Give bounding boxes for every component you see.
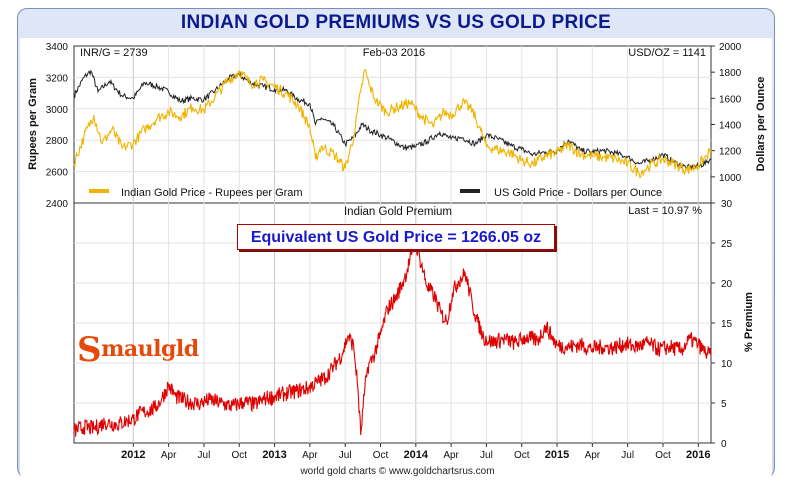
indian-gold-premium-line bbox=[73, 240, 712, 437]
x-tick-label: Oct bbox=[655, 450, 671, 461]
left-tick-label: 3400 bbox=[46, 42, 69, 53]
left-tick-label: 3200 bbox=[46, 73, 69, 84]
right-tick-label: 1800 bbox=[719, 68, 742, 79]
premium-tick-label: 30 bbox=[721, 199, 733, 210]
right-tick-label: 1400 bbox=[719, 121, 742, 132]
x-tick-label: 2013 bbox=[262, 449, 286, 461]
premium-axis-title: % Premium bbox=[743, 292, 755, 352]
left-tick-label: 3000 bbox=[46, 105, 69, 116]
premium-tick-label: 20 bbox=[721, 279, 733, 290]
legend-swatch-india bbox=[89, 189, 109, 193]
right-tick-label: 1600 bbox=[719, 94, 742, 105]
us-gold-price-line bbox=[73, 69, 712, 171]
legend-label-us: US Gold Price - Dollars per Ounce bbox=[494, 187, 662, 199]
x-tick-label: Oct bbox=[514, 450, 530, 461]
x-tick-label: Oct bbox=[231, 450, 247, 461]
equivalent-price-box: Equivalent US Gold Price = 1266.05 oz bbox=[237, 224, 555, 250]
premium-tick-label: 0 bbox=[721, 439, 727, 450]
premium-panel-title: Indian Gold Premium bbox=[344, 206, 452, 218]
left-tick-label: 2800 bbox=[46, 136, 69, 147]
x-tick-label: Jul bbox=[198, 450, 211, 461]
x-tick-label: Jul bbox=[480, 450, 493, 461]
inr-value-label: INR/G = 2739 bbox=[80, 47, 148, 59]
premium-tick-label: 25 bbox=[721, 239, 733, 250]
x-tick-label: Apr bbox=[161, 450, 177, 461]
premium-tick-label: 10 bbox=[721, 359, 733, 370]
page-title: INDIAN GOLD PREMIUMS VS US GOLD PRICE bbox=[180, 12, 612, 33]
source-credit: world gold charts © www.goldchartsrus.co… bbox=[300, 466, 495, 477]
date-label: Feb-03 2016 bbox=[363, 47, 425, 59]
left-axis-title: Rupees per Gram bbox=[27, 78, 39, 170]
right-tick-label: 1200 bbox=[719, 147, 742, 158]
logo-rest: maulgld bbox=[101, 336, 199, 362]
premium-tick-label: 15 bbox=[721, 319, 733, 330]
left-tick-label: 2600 bbox=[46, 168, 69, 179]
indian-gold-price-line bbox=[73, 68, 712, 179]
x-tick-label: 2014 bbox=[404, 449, 429, 461]
premium-last-label: Last = 10.97 % bbox=[628, 205, 702, 217]
legend-label-india: Indian Gold Price - Rupees per Gram bbox=[121, 187, 303, 199]
x-tick-label: Apr bbox=[585, 450, 601, 461]
tick-label-layer: 2012 Apr Jul Oct 2013 Apr Jul Oct 2014 Apr Jul Oct 2… bbox=[46, 42, 742, 461]
series-layer bbox=[73, 68, 712, 437]
smaulgld-logo: Smaulgld bbox=[77, 330, 199, 370]
x-tick-label: Jul bbox=[621, 450, 634, 461]
premium-tick-label: 5 bbox=[721, 399, 727, 410]
x-tick-label: Oct bbox=[373, 450, 389, 461]
top-panel-border bbox=[73, 45, 712, 204]
x-tick-label: Apr bbox=[302, 450, 318, 461]
usd-value-label: USD/OZ = 1141 bbox=[628, 47, 706, 59]
legend-swatch-us bbox=[460, 189, 480, 193]
right-tick-label: 1000 bbox=[719, 173, 742, 184]
right-tick-label: 2000 bbox=[719, 42, 742, 53]
left-tick-label: 2400 bbox=[46, 199, 69, 210]
x-tick-label: 2015 bbox=[545, 449, 569, 461]
x-tick-label: Apr bbox=[443, 450, 459, 461]
x-tick-label: 2016 bbox=[686, 449, 710, 461]
logo-initial: S bbox=[77, 330, 102, 370]
right-axis-title: Dollars per Ounce bbox=[755, 77, 767, 172]
x-tick-label: 2012 bbox=[121, 449, 145, 461]
x-tick-label: Jul bbox=[339, 450, 352, 461]
